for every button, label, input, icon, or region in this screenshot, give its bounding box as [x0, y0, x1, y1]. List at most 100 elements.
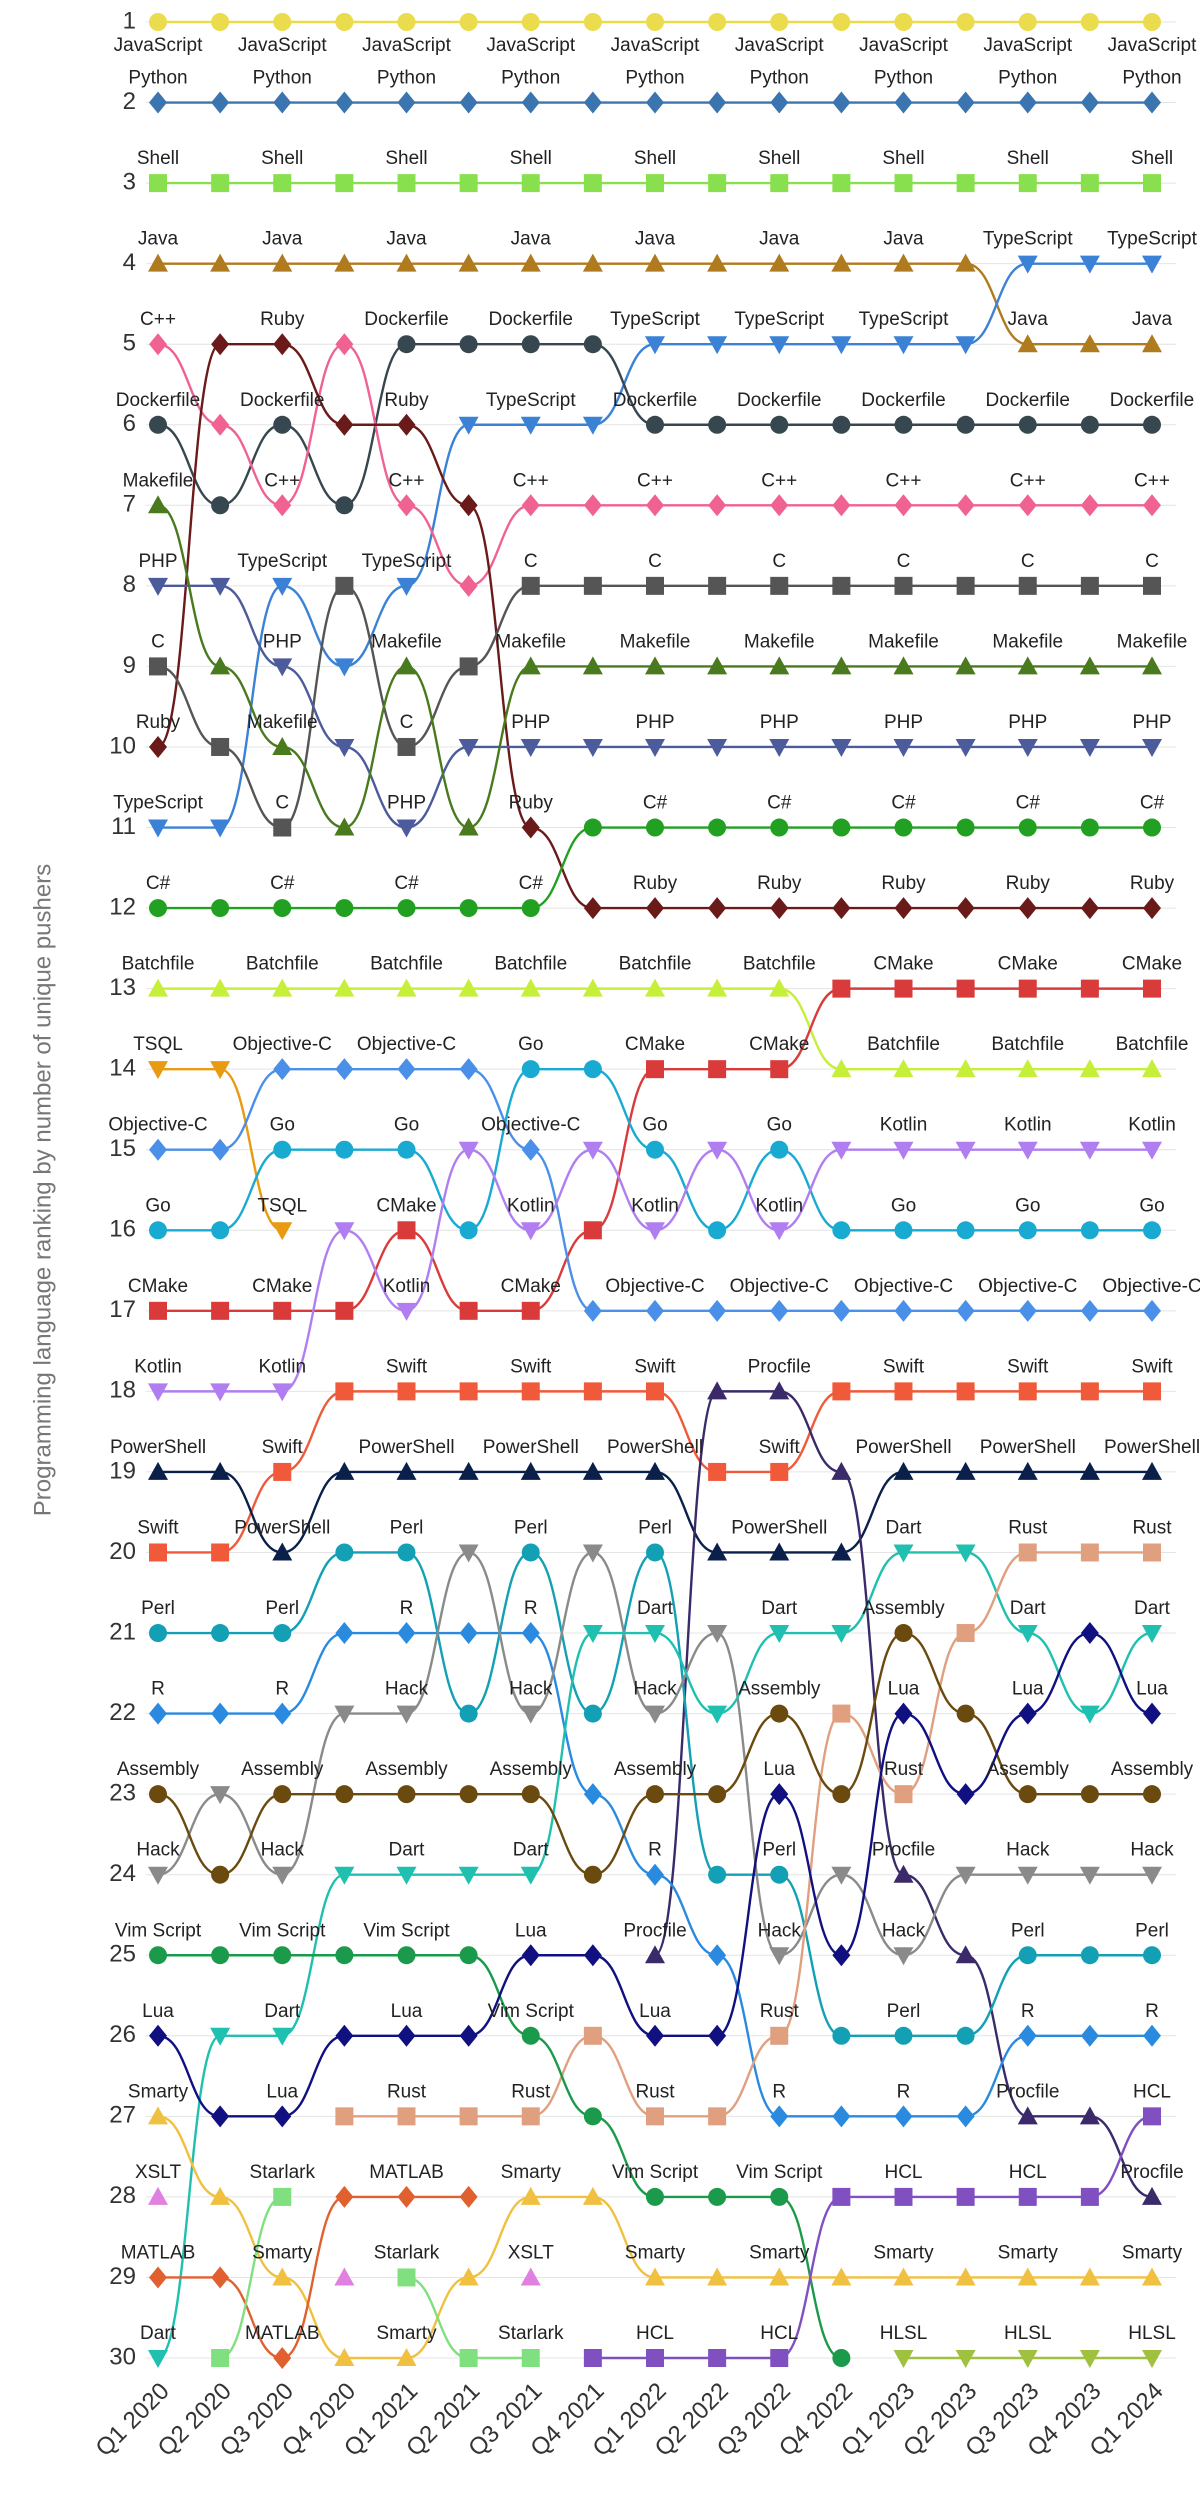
point-label: Rust	[1008, 1517, 1048, 1538]
y-tick-label: 28	[109, 2182, 136, 2209]
point-label: Objective-C	[108, 1115, 207, 1136]
marker	[1143, 415, 1161, 434]
point-label: TypeScript	[486, 390, 576, 411]
point-label: Java	[138, 229, 179, 250]
marker	[955, 2350, 976, 2368]
point-label: Swift	[1131, 1356, 1173, 1377]
point-label: Kotlin	[383, 1276, 431, 1297]
marker	[397, 1785, 416, 1804]
marker	[211, 1946, 230, 1965]
point-label: Rust	[511, 2081, 551, 2102]
marker	[1080, 576, 1099, 595]
marker	[1142, 738, 1162, 757]
marker	[646, 1140, 664, 1159]
marker	[211, 899, 230, 918]
marker	[831, 2267, 852, 2286]
point-label: Batchfile	[370, 954, 443, 975]
marker	[273, 333, 292, 356]
marker	[769, 738, 790, 757]
marker	[273, 1301, 292, 1320]
point-label: Lua	[266, 2081, 298, 2102]
point-label: Ruby	[633, 873, 678, 894]
marker	[521, 335, 540, 354]
point-label: Smarty	[376, 2323, 437, 2344]
point-label: Smarty	[998, 2242, 1059, 2263]
marker	[148, 577, 168, 596]
series-line	[157, 1551, 1152, 1957]
point-label: Makefile	[868, 631, 939, 652]
marker	[273, 415, 292, 434]
marker	[1018, 415, 1037, 434]
marker	[1143, 897, 1161, 920]
point-label: Batchfile	[494, 954, 567, 975]
marker	[335, 496, 354, 515]
marker	[1080, 1221, 1099, 1240]
point-label: Hack	[633, 1679, 677, 1700]
series-line	[158, 1067, 1152, 1313]
marker	[211, 1138, 230, 1161]
point-label: Dart	[1010, 1598, 1047, 1619]
marker	[894, 13, 913, 31]
y-tick-label: 15	[109, 1135, 136, 1162]
marker	[1080, 1622, 1099, 1645]
marker	[1080, 818, 1099, 837]
point-label: CMake	[873, 954, 933, 975]
point-label: Swift	[883, 1356, 925, 1377]
marker	[397, 1221, 416, 1240]
marker	[273, 818, 292, 837]
marker	[335, 1543, 354, 1562]
marker	[335, 91, 354, 114]
marker	[273, 1702, 292, 1725]
point-label: Hack	[136, 1840, 180, 1861]
marker	[708, 91, 727, 114]
marker	[770, 2105, 789, 2128]
marker	[334, 738, 355, 757]
point-label: CMake	[501, 1276, 561, 1297]
point-label: Lua	[391, 2001, 423, 2022]
marker	[894, 1299, 913, 1322]
marker	[335, 1622, 354, 1645]
marker	[1143, 1702, 1161, 1725]
y-tick-label: 18	[109, 1377, 136, 1404]
marker	[770, 2349, 789, 2367]
point-label: Starlark	[498, 2323, 564, 2344]
marker	[272, 736, 293, 755]
series-line	[157, 584, 1152, 829]
point-label: C++	[886, 470, 922, 491]
marker	[1018, 91, 1037, 114]
y-tick-label: 12	[109, 893, 136, 920]
y-tick-label: 6	[123, 410, 136, 437]
marker	[272, 978, 293, 997]
marker	[210, 819, 231, 838]
point-label: R	[524, 1598, 538, 1619]
marker	[149, 1785, 167, 1804]
marker	[1018, 1702, 1037, 1725]
marker	[583, 1221, 602, 1240]
point-label: R	[275, 1679, 289, 1700]
point-label: C	[524, 551, 538, 572]
marker	[893, 336, 914, 355]
point-label: PowerShell	[731, 1517, 827, 1538]
point-label: C++	[513, 470, 549, 491]
marker	[335, 1382, 354, 1401]
marker	[894, 2187, 913, 2206]
point-label: C#	[270, 873, 295, 894]
marker	[956, 897, 975, 920]
y-axis-label: Programming language ranking by number o…	[29, 864, 56, 1516]
marker	[646, 174, 664, 193]
marker	[1143, 494, 1161, 517]
y-tick-label: 1	[123, 7, 136, 34]
point-label: Vim Script	[115, 1920, 202, 1941]
point-label: Batchfile	[991, 1034, 1064, 1055]
point-label: PHP	[511, 712, 550, 733]
point-label: Java	[759, 229, 800, 250]
marker	[832, 174, 851, 193]
marker	[397, 494, 416, 517]
marker	[832, 1299, 851, 1322]
marker	[521, 899, 540, 918]
point-label: R	[648, 1840, 662, 1861]
marker	[1143, 91, 1161, 114]
point-label: Procfile	[996, 2081, 1059, 2102]
marker	[1079, 1059, 1100, 1078]
marker	[334, 1705, 355, 1724]
